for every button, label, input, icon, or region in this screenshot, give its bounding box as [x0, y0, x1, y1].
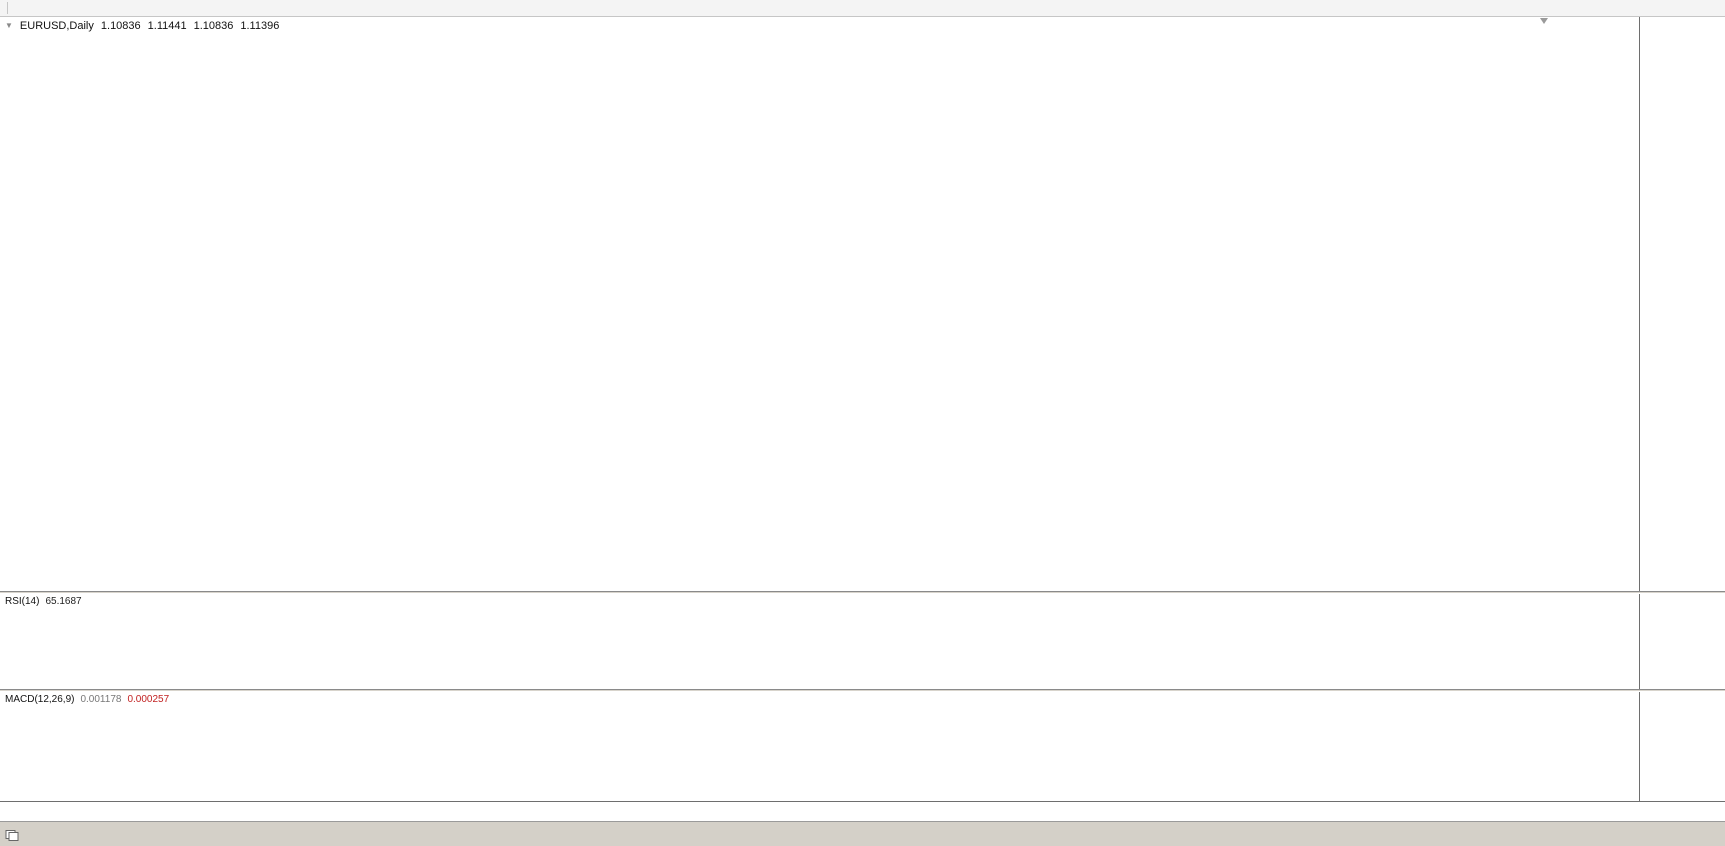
macd-panel: MACD(12,26,9) 0.001178 0.000257: [0, 692, 1725, 801]
macd-signal-value: 0.000257: [127, 694, 170, 705]
one-click-trading-icon[interactable]: ▼: [5, 21, 13, 30]
macd-main-value: 0.001178: [80, 694, 122, 705]
ohlc-high-value: 1.11441: [147, 20, 187, 32]
ohlc-low-value: 1.10836: [193, 20, 234, 32]
macd-label: MACD(12,26,9): [5, 694, 75, 705]
macd-canvas[interactable]: [0, 692, 1639, 801]
rsi-canvas[interactable]: [0, 594, 1639, 689]
rsi-axis[interactable]: [1639, 594, 1725, 689]
price-axis[interactable]: [1639, 17, 1725, 591]
rsi-indicator-label: RSI(14) 65.1687: [5, 596, 82, 607]
macd-indicator-label: MACD(12,26,9) 0.001178 0.000257: [5, 694, 169, 705]
time-axis[interactable]: [0, 801, 1725, 821]
toolbar-separator: [7, 2, 8, 14]
chart-windows-icon[interactable]: [2, 825, 22, 846]
main-chart-panel: ▼ EURUSD,Daily 1.10836 1.11441 1.10836 1…: [0, 17, 1725, 591]
rsi-label: RSI(14): [5, 596, 40, 607]
chart-toolbar: [0, 0, 1725, 17]
chart-title: ▼ EURUSD,Daily 1.10836 1.11441 1.10836 1…: [5, 20, 279, 32]
chart-shift-marker: [1540, 18, 1548, 24]
panel-splitter[interactable]: [0, 591, 1725, 594]
symbol-period-label: EURUSD,Daily: [19, 20, 94, 32]
rsi-value: 65.1687: [45, 596, 82, 607]
ohlc-close-value: 1.11396: [240, 20, 280, 32]
ohlc-open-value: 1.10836: [100, 20, 141, 32]
chart-tabs-bar: [0, 821, 1725, 846]
panel-splitter[interactable]: [0, 689, 1725, 692]
price-chart-canvas[interactable]: [0, 17, 1639, 591]
macd-axis[interactable]: [1639, 692, 1725, 801]
rsi-panel: RSI(14) 65.1687: [0, 594, 1725, 689]
